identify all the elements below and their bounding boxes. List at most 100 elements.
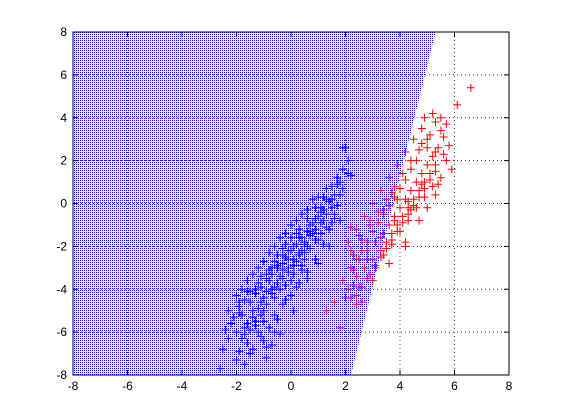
data-point [346,223,355,232]
data-point [218,345,227,354]
data-point [292,257,301,266]
data-point [303,214,312,223]
x-tick-label: 0 [288,379,295,393]
data-point [406,156,415,165]
data-point [240,295,249,304]
data-point [235,298,244,307]
data-point [295,233,304,242]
data-point [428,182,437,191]
data-point [254,304,263,313]
data-point [284,255,293,264]
data-point [404,216,413,225]
data-point [379,250,388,259]
data-point [232,355,241,364]
data-point [257,272,266,281]
data-point [417,139,426,148]
data-point [287,291,295,300]
data-point [396,203,404,212]
data-point [316,203,325,212]
data-point [338,184,347,193]
data-point [235,347,244,356]
data-point [436,126,445,135]
data-point [229,313,238,322]
data-point [221,325,230,334]
data-point [316,229,325,238]
data-point [292,229,301,238]
data-point [322,223,331,232]
data-point [254,263,263,272]
y-tick-label: -8 [56,368,67,382]
data-point [240,323,249,332]
data-point [385,201,394,210]
data-point [374,218,383,227]
data-point [314,259,323,268]
data-point [270,328,279,337]
data-point [420,184,429,193]
data-point [322,210,331,219]
y-tick-label: 8 [60,25,67,39]
data-point [270,257,279,266]
x-tick-label: -2 [231,379,242,393]
data-point [308,195,317,204]
data-point [262,274,271,283]
data-point [363,238,372,247]
data-point [300,238,309,247]
data-point [436,173,445,182]
data-point [289,242,298,251]
data-point [270,293,279,302]
data-point [371,263,380,272]
x-tick-label: -8 [68,379,79,393]
data-point [259,306,268,315]
data-point [257,332,266,341]
y-tick-label: -6 [56,325,67,339]
data-point [434,143,443,152]
data-point [267,263,276,272]
data-point [434,180,443,189]
data-point [273,278,282,287]
data-point [224,306,233,315]
data-point [276,330,285,339]
data-point [246,325,255,334]
data-point [431,148,440,157]
data-point [308,229,317,238]
data-point [251,285,260,294]
data-point [363,255,372,264]
data-point [289,270,298,279]
data-point [431,118,440,127]
data-point [376,186,385,195]
data-point [327,203,336,212]
data-point [295,278,304,287]
data-point [374,208,383,217]
data-point [357,235,366,244]
data-point [281,280,290,289]
data-point [232,328,241,337]
data-point [371,238,380,247]
data-point [338,143,347,152]
data-point [240,360,249,369]
data-point [259,257,268,266]
data-point [254,278,263,287]
data-point [232,291,241,300]
data-point [355,231,364,240]
x-tick-label: 4 [397,379,404,393]
data-point [439,133,448,142]
data-point [246,298,255,307]
data-point [404,197,413,206]
data-point [387,240,396,249]
data-point [423,135,432,144]
data-point [447,165,456,174]
data-point [349,265,358,274]
data-point [396,227,404,236]
data-point [278,265,287,274]
data-point [270,242,279,251]
data-point [431,167,440,176]
data-point [385,259,394,268]
data-point [357,298,366,307]
data-point [273,261,282,270]
data-point [270,310,279,319]
data-point [363,274,372,283]
y-tick-label: 2 [60,154,67,168]
data-point [295,225,304,234]
data-point [259,336,268,345]
